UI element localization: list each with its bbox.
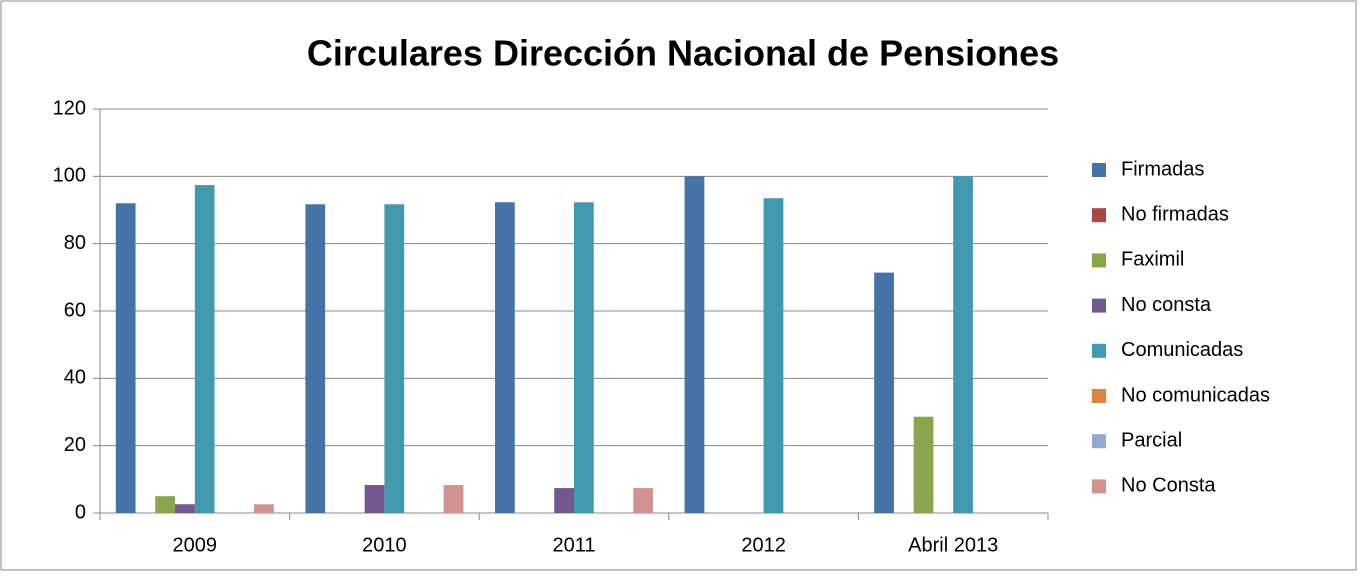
- legend-swatch: [1092, 343, 1106, 358]
- x-tick-label: 2012: [741, 534, 786, 556]
- legend-swatch: [1092, 298, 1106, 313]
- y-tick-label: 20: [64, 434, 86, 456]
- bar: [115, 203, 136, 513]
- bar: [633, 488, 653, 513]
- legend-label: Firmadas: [1121, 158, 1204, 180]
- legend-label: No comunicadas: [1121, 384, 1270, 406]
- bar: [443, 485, 464, 513]
- bar: [574, 202, 594, 514]
- bar: [874, 272, 894, 513]
- bar: [953, 176, 973, 514]
- legend-label: No Consta: [1121, 475, 1216, 497]
- bar: [155, 496, 176, 513]
- y-tick-label: 0: [75, 501, 86, 523]
- x-tick-label: 2009: [173, 534, 218, 556]
- chart-title: Circulares Dirección Nacional de Pension…: [307, 33, 1059, 74]
- legend-swatch: [1092, 434, 1106, 449]
- y-tick-label: 80: [64, 232, 86, 254]
- legend-swatch: [1092, 163, 1106, 177]
- bar: [194, 185, 215, 513]
- legend-swatch: [1092, 208, 1106, 223]
- legend-swatch: [1092, 389, 1106, 403]
- legend-label: No consta: [1121, 294, 1212, 316]
- bar: [305, 204, 326, 513]
- bar: [495, 202, 515, 514]
- bar: [763, 198, 784, 513]
- x-tick-label: Abril 2013: [908, 534, 998, 556]
- bar: [364, 485, 385, 513]
- bar: [175, 504, 195, 513]
- legend-label: No firmadas: [1121, 203, 1229, 225]
- y-tick-label: 60: [64, 299, 86, 321]
- x-tick-label: 2010: [362, 534, 407, 556]
- bar: [684, 176, 705, 514]
- legend-swatch: [1092, 253, 1106, 268]
- legend-swatch: [1092, 479, 1106, 494]
- x-tick-label: 2011: [552, 534, 595, 556]
- legend-label: Faximil: [1121, 249, 1184, 271]
- bar: [554, 488, 574, 513]
- bar: [913, 416, 934, 513]
- y-tick-label: 40: [64, 367, 86, 389]
- legend-label: Parcial: [1121, 429, 1182, 451]
- bar: [384, 204, 405, 513]
- bar: [254, 504, 274, 513]
- legend-label: Comunicadas: [1121, 339, 1243, 361]
- y-tick-label: 100: [53, 165, 86, 187]
- y-tick-label: 120: [53, 97, 86, 119]
